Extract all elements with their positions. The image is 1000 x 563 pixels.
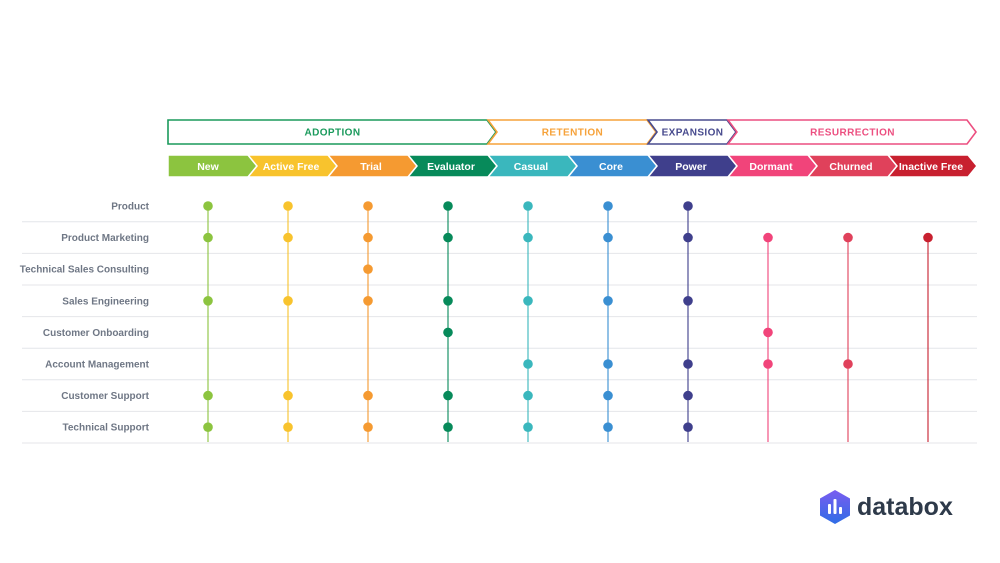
team-label-customer-support: Customer Support xyxy=(61,391,149,402)
stage-churned: Churned xyxy=(806,154,898,178)
phase-resurrection-label: RESURRECTION xyxy=(810,128,895,139)
stage-header-row: New Active Free Trial Evaluator Casual Core Po… xyxy=(167,154,978,178)
stage-core-label: Core xyxy=(599,161,623,173)
stage-casual-label: Casual xyxy=(514,161,549,173)
phase-resurrection: RESURRECTION xyxy=(726,119,977,145)
stage-core: Core xyxy=(566,154,658,178)
brand-name: databox xyxy=(857,493,953,521)
team-label-product: Product xyxy=(111,202,149,213)
team-label-account-management: Account Management xyxy=(45,360,150,371)
phase-header-row: ADOPTION RETENTION EXPANSION RESURRECTION xyxy=(167,119,977,145)
stage-casual: Casual xyxy=(486,154,578,178)
phase-retention-arrow xyxy=(486,119,657,145)
phase-expansion-label: EXPANSION xyxy=(662,128,724,139)
stage-inactive-free-arrow xyxy=(886,154,978,178)
dot-technical-sales-consulting-trial xyxy=(363,264,373,275)
dot-technical-support-trial xyxy=(363,422,373,433)
dot-customer-support-new xyxy=(203,390,213,401)
dot-sales-engineering-trial xyxy=(363,296,373,306)
dot-sales-engineering-active-free xyxy=(283,296,293,306)
dot-technical-support-new xyxy=(203,422,213,433)
dot-sales-engineering-power xyxy=(683,296,693,306)
dot-product-marketing-active-free xyxy=(283,232,293,243)
team-label-product-marketing: Product Marketing xyxy=(61,233,149,244)
stage-inactive-free-label: Inactive Free xyxy=(899,161,963,173)
phase-expansion: EXPANSION xyxy=(646,119,737,145)
dot-customer-onboarding-dormant xyxy=(763,327,773,338)
dot-technical-support-active-free xyxy=(283,422,293,433)
stage-new-label: New xyxy=(197,161,219,173)
dot-account-management-core xyxy=(603,359,613,369)
team-stage-dots xyxy=(203,201,933,433)
dot-technical-support-core xyxy=(603,422,613,433)
stage-active-free-label: Active Free xyxy=(263,161,320,173)
dot-customer-support-core xyxy=(603,390,613,401)
databox-logo-icon xyxy=(820,490,850,524)
phase-resurrection-arrow xyxy=(726,119,977,145)
team-label-customer-onboarding: Customer Onboarding xyxy=(43,328,149,339)
dot-product-trial xyxy=(363,201,373,211)
dot-sales-engineering-core xyxy=(603,296,613,306)
team-labels: Product Product Marketing Technical Sales … xyxy=(20,202,150,434)
dot-product-marketing-core xyxy=(603,232,613,243)
stage-evaluator: Evaluator xyxy=(406,154,498,178)
dot-product-marketing-churned xyxy=(843,232,853,243)
dot-sales-engineering-casual xyxy=(523,296,533,306)
dot-product-power xyxy=(683,201,693,211)
dot-technical-support-power xyxy=(683,422,693,433)
stage-active-free: Active Free xyxy=(246,154,338,178)
dot-product-core xyxy=(603,201,613,211)
dot-product-new xyxy=(203,201,213,211)
phase-retention-label: RETENTION xyxy=(542,128,603,139)
dot-technical-support-evaluator xyxy=(443,422,453,433)
stage-dormant-label: Dormant xyxy=(749,161,793,173)
dot-product-marketing-new xyxy=(203,232,213,243)
stage-power: Power xyxy=(646,154,738,178)
dot-sales-engineering-evaluator xyxy=(443,296,453,306)
databox-logo: databox xyxy=(820,490,953,524)
dot-product-marketing-casual xyxy=(523,232,533,243)
stage-power-label: Power xyxy=(675,161,707,173)
dot-product-evaluator xyxy=(443,201,453,211)
phase-retention: RETENTION xyxy=(486,119,657,145)
dot-product-marketing-power xyxy=(683,232,693,243)
stage-trial: Trial xyxy=(326,154,418,178)
dot-account-management-dormant xyxy=(763,359,773,369)
dot-product-marketing-trial xyxy=(363,232,373,243)
phase-adoption-label: ADOPTION xyxy=(305,128,361,139)
stage-new: New xyxy=(167,154,258,178)
stage-churned-label: Churned xyxy=(829,161,872,173)
dot-sales-engineering-new xyxy=(203,296,213,306)
stage-evaluator-label: Evaluator xyxy=(427,161,475,173)
dot-product-marketing-dormant xyxy=(763,232,773,243)
dot-customer-support-evaluator xyxy=(443,390,453,401)
stage-dormant: Dormant xyxy=(726,154,818,178)
dot-account-management-power xyxy=(683,359,693,369)
dot-product-marketing-inactive-free xyxy=(923,232,933,243)
dot-customer-support-trial xyxy=(363,390,373,401)
dot-customer-support-active-free xyxy=(283,390,293,401)
stage-trial-label: Trial xyxy=(360,161,382,173)
team-label-technical-support: Technical Support xyxy=(63,423,150,434)
dot-customer-support-power xyxy=(683,390,693,401)
dot-product-marketing-evaluator xyxy=(443,232,453,243)
dot-technical-support-casual xyxy=(523,422,533,433)
team-label-sales-engineering: Sales Engineering xyxy=(62,296,149,307)
stage-inactive-free: Inactive Free xyxy=(886,154,978,178)
dot-account-management-casual xyxy=(523,359,533,369)
team-label-technical-sales-consulting: Technical Sales Consulting xyxy=(20,265,149,276)
phase-expansion-arrow xyxy=(646,119,737,145)
phase-adoption: ADOPTION xyxy=(167,119,497,145)
dot-customer-support-casual xyxy=(523,390,533,401)
dot-account-management-churned xyxy=(843,359,853,369)
team-grid xyxy=(22,221,977,444)
dot-product-casual xyxy=(523,201,533,211)
dot-product-active-free xyxy=(283,201,293,211)
dot-customer-onboarding-evaluator xyxy=(443,327,453,338)
stage-lines xyxy=(207,206,929,442)
